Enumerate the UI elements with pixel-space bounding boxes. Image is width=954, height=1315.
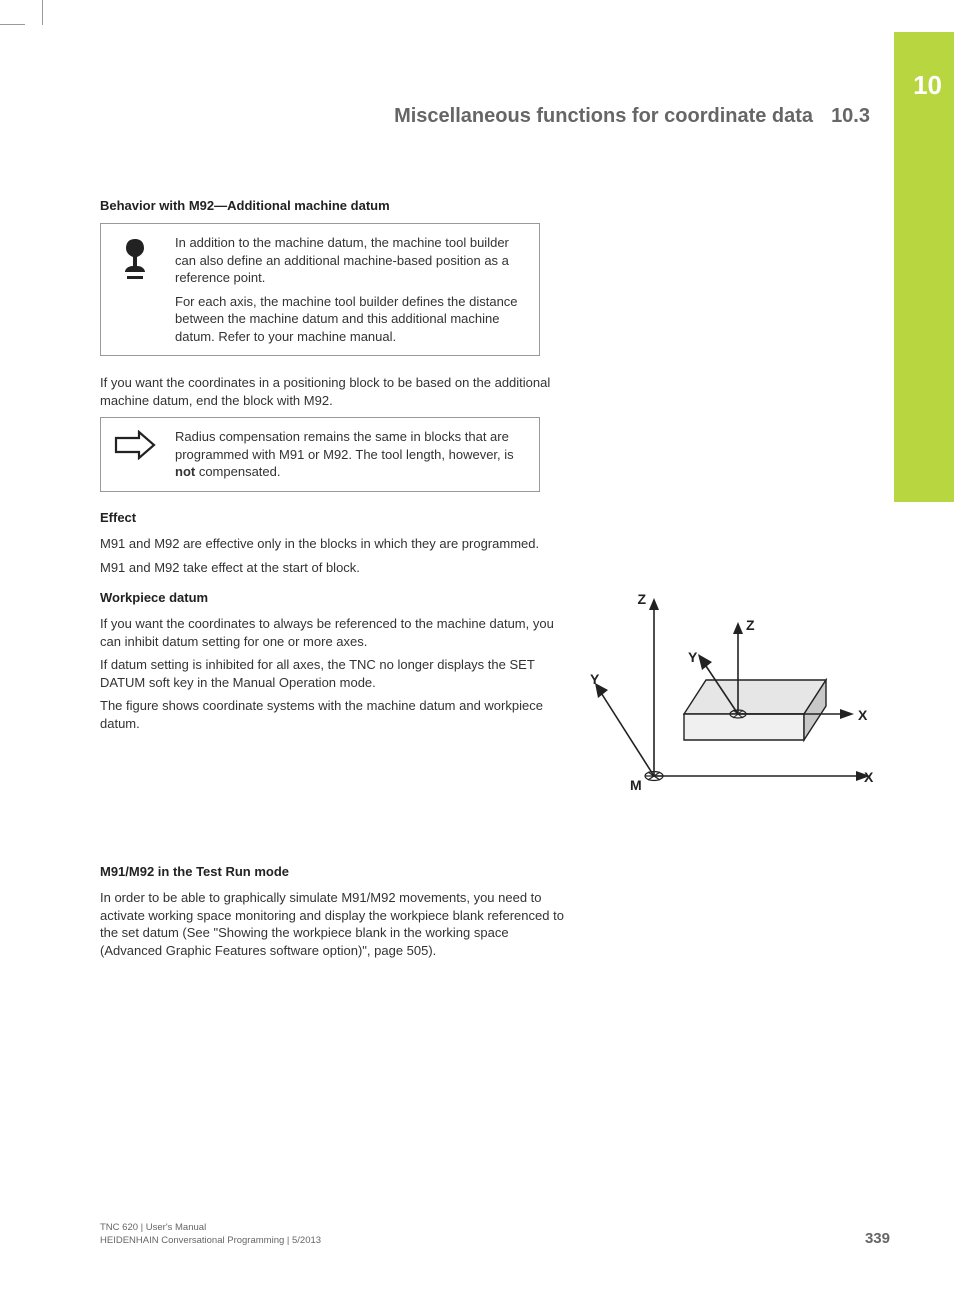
text-bold: not	[175, 464, 195, 479]
paragraph: In order to be able to graphically simul…	[100, 889, 570, 959]
paragraph: If you want the coordinates to always be…	[100, 615, 570, 650]
note-text: In addition to the machine datum, the ma…	[175, 234, 525, 345]
coordinate-diagram: Z Z Y Y X X M	[590, 590, 880, 810]
paragraph: The figure shows coordinate systems with…	[100, 697, 570, 732]
paragraph: If you want the coordinates in a positio…	[100, 374, 570, 409]
heading-test-run: M91/M92 in the Test Run mode	[100, 864, 870, 879]
page-header: Miscellaneous functions for coordinate d…	[100, 105, 870, 128]
axis-label-y: Y	[590, 671, 600, 687]
footer-info: TNC 620 | User's Manual HEIDENHAIN Conve…	[100, 1222, 321, 1247]
footer-line: HEIDENHAIN Conversational Programming | …	[100, 1235, 321, 1247]
page-footer: TNC 620 | User's Manual HEIDENHAIN Conve…	[100, 1222, 890, 1247]
heading-m92: Behavior with M92—Additional machine dat…	[100, 198, 870, 213]
section-m92: Behavior with M92—Additional machine dat…	[100, 198, 870, 492]
axis-label-z: Z	[746, 617, 755, 633]
axis-label-x: X	[864, 769, 874, 785]
text-fragment: Radius compensation remains the same in …	[175, 429, 514, 462]
chapter-tab	[894, 32, 954, 502]
note-paragraph: Radius compensation remains the same in …	[175, 428, 525, 481]
note-text: Radius compensation remains the same in …	[175, 428, 525, 481]
page-body: Miscellaneous functions for coordinate d…	[100, 105, 870, 973]
page-number: 339	[865, 1230, 890, 1247]
note-paragraph: For each axis, the machine tool builder …	[175, 293, 525, 346]
machine-builder-icon	[111, 234, 159, 282]
heading-workpiece-datum: Workpiece datum	[100, 590, 570, 605]
section-test-run: M91/M92 in the Test Run mode In order to…	[100, 864, 870, 959]
text-fragment: compensated.	[195, 464, 280, 479]
header-title: Miscellaneous functions for coordinate d…	[394, 105, 813, 128]
paragraph: M91 and M92 are effective only in the bl…	[100, 535, 570, 553]
arrow-right-icon	[111, 428, 159, 460]
heading-effect: Effect	[100, 510, 870, 525]
header-section-number: 10.3	[831, 105, 870, 128]
note-machine-builder: In addition to the machine datum, the ma…	[100, 223, 540, 356]
chapter-number: 10	[913, 70, 942, 101]
axis-label-y: Y	[688, 649, 698, 665]
section-effect: Effect M91 and M92 are effective only in…	[100, 510, 870, 576]
paragraph: If datum setting is inhibited for all ax…	[100, 656, 570, 691]
section-workpiece-datum: Workpiece datum If you want the coordina…	[100, 590, 870, 810]
note-radius-comp: Radius compensation remains the same in …	[100, 417, 540, 492]
crop-mark-vertical	[42, 0, 43, 25]
axis-label-m: M	[630, 777, 642, 793]
paragraph: M91 and M92 take effect at the start of …	[100, 559, 570, 577]
footer-line: TNC 620 | User's Manual	[100, 1222, 321, 1234]
axis-label-x: X	[858, 707, 868, 723]
crop-mark-horizontal	[0, 24, 25, 25]
axis-label-z: Z	[637, 591, 646, 607]
note-paragraph: In addition to the machine datum, the ma…	[175, 234, 525, 287]
